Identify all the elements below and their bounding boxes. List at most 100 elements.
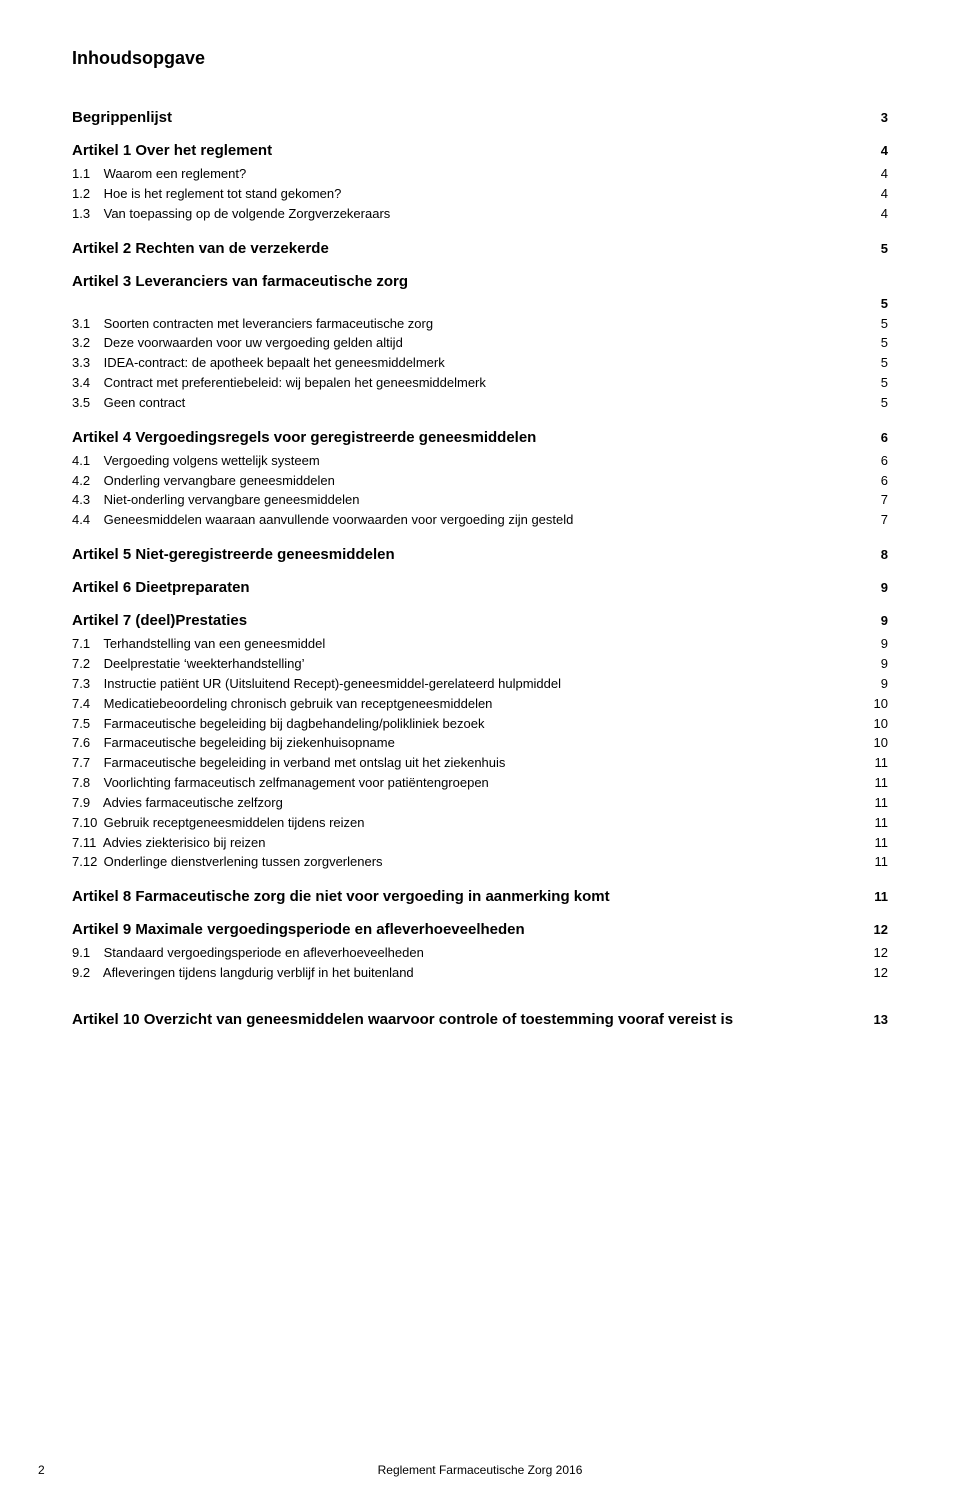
toc-item-label: 7.5 Farmaceutische begeleiding bij dagbe… (72, 715, 862, 734)
toc-item-number: 7.1 (72, 635, 100, 654)
toc-item-label: 7.2 Deelprestatie ‘weekterhandstelling’ (72, 655, 869, 674)
toc-item-label: 7.11 Advies ziekterisico bij reizen (72, 834, 863, 853)
toc-item-page: 11 (863, 754, 889, 773)
toc-item: 7.8 Voorlichting farmaceutisch zelfmanag… (72, 774, 888, 793)
toc-item: 3.2 Deze voorwaarden voor uw vergoeding … (72, 334, 888, 353)
toc-item: 3.4 Contract met preferentiebeleid: wij … (72, 374, 888, 393)
toc-item-number: 7.12 (72, 853, 100, 872)
toc-item-label: 7.4 Medicatiebeoordeling chronisch gebru… (72, 695, 862, 714)
toc-item-label: 7.7 Farmaceutische begeleiding in verban… (72, 754, 863, 773)
toc-item-label: 9.1 Standaard vergoedingsperiode en afle… (72, 944, 862, 963)
toc-item-page: 5 (869, 394, 888, 413)
toc-item-label: 7.8 Voorlichting farmaceutisch zelfmanag… (72, 774, 863, 793)
toc-item-label: 3.3 IDEA-contract: de apotheek bepaalt h… (72, 354, 869, 373)
toc-section: Artikel 4 Vergoedingsregels voor geregis… (72, 429, 888, 530)
toc-item-text: Geen contract (100, 395, 185, 410)
toc-section-heading: Artikel 7 (deel)Prestaties9 (72, 612, 888, 629)
toc-item-label: 3.2 Deze voorwaarden voor uw vergoeding … (72, 334, 869, 353)
toc-item-label: 3.4 Contract met preferentiebeleid: wij … (72, 374, 869, 393)
toc-item: 9.1 Standaard vergoedingsperiode en afle… (72, 944, 888, 963)
toc-item-number: 7.7 (72, 754, 100, 773)
toc-item-number: 3.4 (72, 374, 100, 393)
toc-item-page: 5 (869, 315, 888, 334)
toc-item: 7.5 Farmaceutische begeleiding bij dagbe… (72, 715, 888, 734)
toc-item-page: 11 (863, 834, 889, 853)
toc-item: 7.12 Onderlinge dienstverlening tussen z… (72, 853, 888, 872)
footer-text: Reglement Farmaceutische Zorg 2016 (0, 1463, 960, 1477)
toc-heading-page: 5 (869, 241, 888, 256)
toc-item: 3.1 Soorten contracten met leveranciers … (72, 315, 888, 334)
toc-heading-page: 6 (869, 430, 888, 445)
toc-item-number: 1.3 (72, 205, 100, 224)
toc-item: 3.3 IDEA-contract: de apotheek bepaalt h… (72, 354, 888, 373)
toc-item-text: Deze voorwaarden voor uw vergoeding geld… (100, 335, 403, 350)
toc-item-number: 7.4 (72, 695, 100, 714)
toc-item-page: 11 (863, 853, 889, 872)
toc-item-number: 3.3 (72, 354, 100, 373)
toc-item-page: 10 (862, 715, 888, 734)
toc-item-label: 1.2 Hoe is het reglement tot stand gekom… (72, 185, 869, 204)
toc-item-text: Farmaceutische begeleiding in verband me… (100, 755, 505, 770)
toc-section: Artikel 5 Niet-geregistreerde geneesmidd… (72, 546, 888, 563)
toc-item-label: 4.1 Vergoeding volgens wettelijk systeem (72, 452, 869, 471)
toc-item: 4.2 Onderling vervangbare geneesmiddelen… (72, 472, 888, 491)
toc-item: 7.1 Terhandstelling van een geneesmiddel… (72, 635, 888, 654)
toc-heading-label: Artikel 2 Rechten van de verzekerde (72, 240, 869, 257)
toc-item-text: Gebruik receptgeneesmiddelen tijdens rei… (100, 815, 365, 830)
toc-item-text: Contract met preferentiebeleid: wij bepa… (100, 375, 486, 390)
toc-heading-page: 9 (869, 580, 888, 595)
toc-item-page: 5 (869, 334, 888, 353)
toc-item-text: Advies farmaceutische zelfzorg (100, 795, 283, 810)
toc-item-label: 7.6 Farmaceutische begeleiding bij zieke… (72, 734, 862, 753)
toc-item-text: Instructie patiënt UR (Uitsluitend Recep… (100, 676, 561, 691)
toc-heading-label: Artikel 6 Dieetpreparaten (72, 579, 869, 596)
toc-item-page: 11 (863, 774, 889, 793)
toc-item: 7.2 Deelprestatie ‘weekterhandstelling’9 (72, 655, 888, 674)
toc-item-label: 1.3 Van toepassing op de volgende Zorgve… (72, 205, 869, 224)
toc-item-number: 4.3 (72, 491, 100, 510)
toc-heading-label: Begrippenlijst (72, 109, 869, 126)
toc-item-label: 7.9 Advies farmaceutische zelfzorg (72, 794, 863, 813)
toc-section-heading: Begrippenlijst3 (72, 109, 888, 126)
toc-heading-label: Artikel 8 Farmaceutische zorg die niet v… (72, 888, 862, 905)
toc-section: Artikel 8 Farmaceutische zorg die niet v… (72, 888, 888, 905)
toc-section-heading: Artikel 9 Maximale vergoedingsperiode en… (72, 921, 888, 938)
toc-item-text: Voorlichting farmaceutisch zelfmanagemen… (100, 775, 489, 790)
toc-item-label: 7.10 Gebruik receptgeneesmiddelen tijden… (72, 814, 863, 833)
toc-item: 4.4 Geneesmiddelen waaraan aanvullende v… (72, 511, 888, 530)
toc-heading-page: 5 (869, 296, 888, 311)
toc-item-number: 7.6 (72, 734, 100, 753)
toc-item-label: 4.3 Niet-onderling vervangbare geneesmid… (72, 491, 869, 510)
toc-item-number: 7.3 (72, 675, 100, 694)
toc-item-text: Niet-onderling vervangbare geneesmiddele… (100, 492, 359, 507)
toc-item-number: 4.1 (72, 452, 100, 471)
toc-item-page: 4 (869, 165, 888, 184)
toc-item-page: 5 (869, 354, 888, 373)
toc-item-page: 6 (869, 452, 888, 471)
toc-item-page: 4 (869, 185, 888, 204)
toc-heading-label: Artikel 1 Over het reglement (72, 142, 869, 159)
toc-item-label: 9.2 Afleveringen tijdens langdurig verbl… (72, 964, 862, 983)
toc-heading-label: Artikel 10 Overzicht van geneesmiddelen … (72, 1011, 862, 1028)
toc-item-number: 3.5 (72, 394, 100, 413)
toc-item: 1.1 Waarom een reglement?4 (72, 165, 888, 184)
toc-item-number: 3.2 (72, 334, 100, 353)
toc-item-label: 7.12 Onderlinge dienstverlening tussen z… (72, 853, 863, 872)
toc-item-label: 4.4 Geneesmiddelen waaraan aanvullende v… (72, 511, 869, 530)
toc-item: 1.2 Hoe is het reglement tot stand gekom… (72, 185, 888, 204)
toc-heading-label: Artikel 3 Leveranciers van farmaceutisch… (72, 273, 888, 290)
toc-heading-page: 8 (869, 547, 888, 562)
toc-item-number: 9.2 (72, 964, 100, 983)
toc-item-number: 4.4 (72, 511, 100, 530)
toc-item-label: 3.1 Soorten contracten met leveranciers … (72, 315, 869, 334)
toc-item-page: 6 (869, 472, 888, 491)
toc-item: 7.3 Instructie patiënt UR (Uitsluitend R… (72, 675, 888, 694)
toc-item-number: 7.10 (72, 814, 100, 833)
toc-item-page: 12 (862, 944, 888, 963)
toc-item-page: 9 (869, 675, 888, 694)
toc-item: 7.7 Farmaceutische begeleiding in verban… (72, 754, 888, 773)
toc-item-text: Waarom een reglement? (100, 166, 246, 181)
toc-item-page: 10 (862, 695, 888, 714)
toc-item-text: Van toepassing op de volgende Zorgverzek… (100, 206, 390, 221)
toc-section-heading: Artikel 4 Vergoedingsregels voor geregis… (72, 429, 888, 446)
